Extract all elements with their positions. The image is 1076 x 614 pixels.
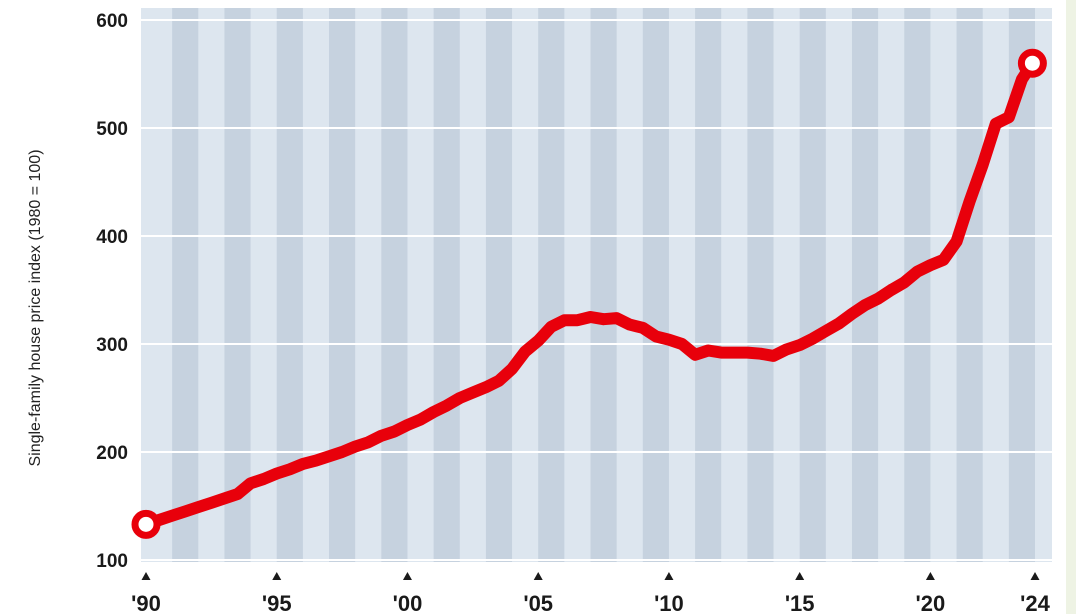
y-tick-label: 100 <box>96 551 128 572</box>
series-line <box>140 57 1039 531</box>
year-stripe <box>538 8 565 562</box>
x-tick-label: '90 <box>131 591 161 614</box>
year-stripe <box>956 8 983 562</box>
start-point-marker <box>131 509 161 539</box>
x-tick-marker <box>795 572 805 580</box>
y-axis-title-group: Single-family house price index (1980 = … <box>27 149 44 466</box>
year-stripe <box>590 8 617 562</box>
year-stripe <box>224 8 251 562</box>
year-stripe <box>642 8 669 562</box>
y-tick-label: 600 <box>96 11 128 32</box>
x-tick-label: '24 <box>1020 591 1050 614</box>
year-stripe <box>799 8 826 562</box>
y-tick-label: 500 <box>96 119 128 140</box>
series-line-group <box>131 48 1047 539</box>
x-tick-marker <box>664 572 674 580</box>
year-stripe <box>172 8 199 562</box>
y-tick-label: 300 <box>96 335 128 356</box>
page-edge <box>1066 0 1076 614</box>
x-tick-marker <box>925 572 935 580</box>
x-tick-label: '05 <box>523 591 553 614</box>
end-point-marker <box>1017 48 1047 78</box>
year-stripe <box>747 8 774 562</box>
x-tick-label: '10 <box>654 591 684 614</box>
x-tick-marker <box>533 572 543 580</box>
gridlines <box>141 19 1052 561</box>
y-axis: 100 200 300 400 500 600 <box>96 11 128 572</box>
x-tick-label: '00 <box>393 591 423 614</box>
y-tick-label: 400 <box>96 227 128 248</box>
year-stripe <box>276 8 303 562</box>
year-stripe <box>485 8 513 562</box>
x-tick-marker <box>141 572 151 580</box>
year-stripe <box>329 8 356 562</box>
x-tick-label: '95 <box>262 591 292 614</box>
y-tick-label: 200 <box>96 443 128 464</box>
x-tick-marker <box>272 572 282 580</box>
x-tick-label: '15 <box>785 591 815 614</box>
year-stripe <box>695 8 722 562</box>
x-tick-marker <box>1030 572 1040 580</box>
y-axis-title: Single-family house price index (1980 = … <box>27 149 44 466</box>
x-tick-label: '20 <box>916 591 946 614</box>
x-axis: '90 '95 '00 '05 '10 '15 '20 '24 <box>131 572 1051 614</box>
year-stripe <box>381 8 408 562</box>
year-stripe <box>851 8 879 562</box>
year-stripe <box>433 8 460 562</box>
x-tick-marker <box>402 572 412 580</box>
